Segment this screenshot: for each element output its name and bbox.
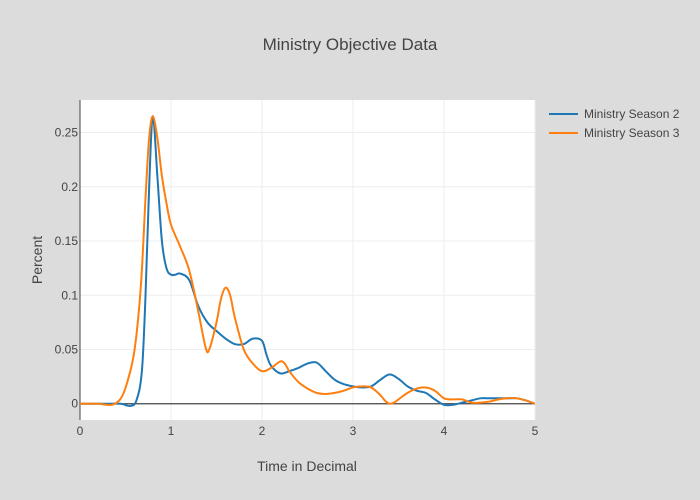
grid-lines [80,100,536,420]
series-line-season-3 [80,115,535,407]
x-tick-label: 0 [77,424,84,438]
x-tick-label: 3 [350,424,357,438]
legend-label: Ministry Season 2 [584,107,680,121]
series-line-season-2 [80,115,535,407]
y-tick-label: 0.25 [55,126,79,140]
series-lines [80,115,535,407]
y-tick-label: 0.15 [55,234,79,248]
x-tick-label: 5 [532,424,539,438]
legend: Ministry Season 2 Ministry Season 3 [549,107,680,140]
x-tick-label: 2 [259,424,266,438]
y-tick-label: 0.1 [61,288,78,302]
x-tick-label: 4 [441,424,448,438]
chart-title: Ministry Objective Data [263,35,438,54]
legend-label: Ministry Season 3 [584,126,680,140]
tick-labels: 0 1 2 3 4 5 0 0.05 0.1 0.15 0.2 0.25 [55,126,539,438]
y-axis-title: Percent [29,236,45,284]
y-tick-label: 0.2 [61,180,78,194]
y-tick-label: 0 [71,397,78,411]
y-tick-label: 0.05 [55,342,79,356]
x-axis-title: Time in Decimal [257,458,357,474]
x-tick-label: 1 [168,424,175,438]
